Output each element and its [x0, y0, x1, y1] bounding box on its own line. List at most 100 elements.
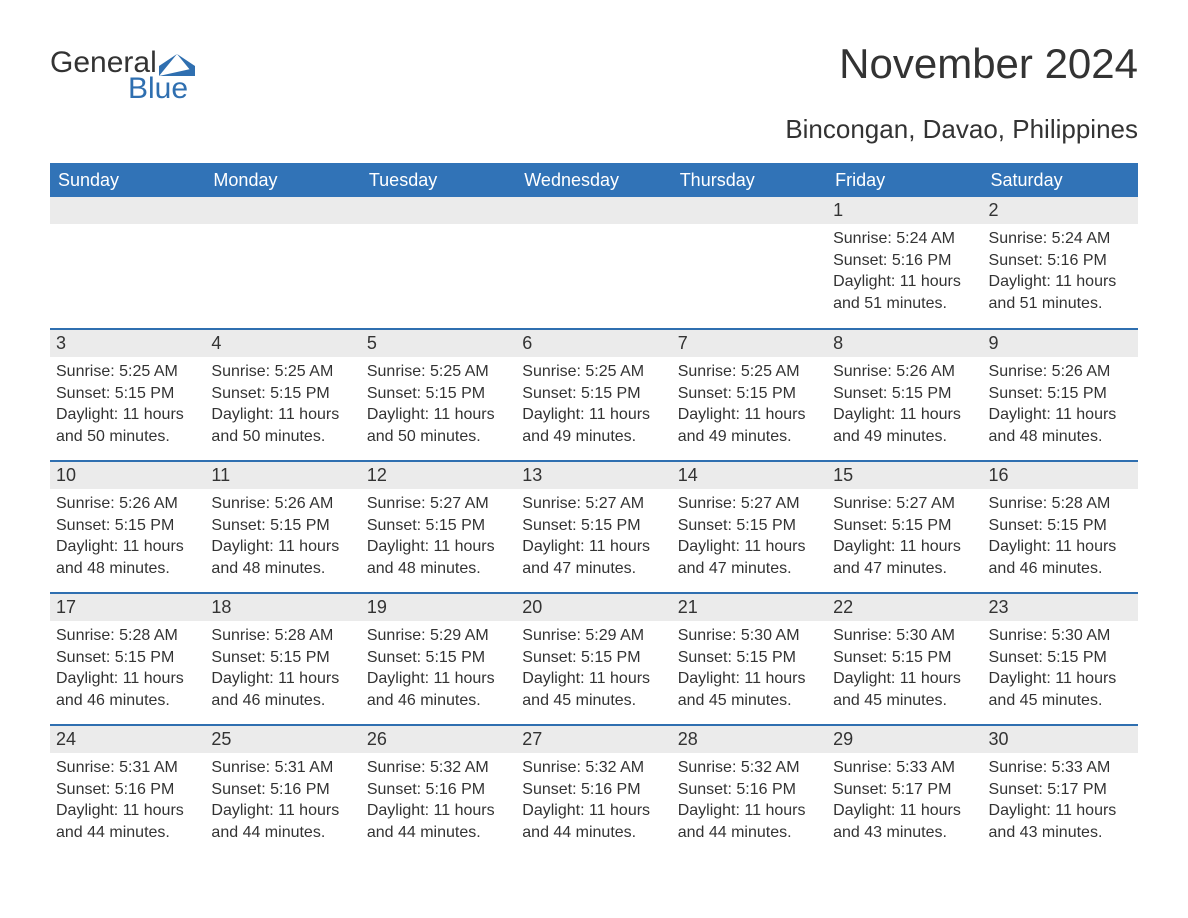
sunrise-text: Sunrise: 5:24 AM — [833, 228, 976, 250]
calendar-cell: 1Sunrise: 5:24 AMSunset: 5:16 PMDaylight… — [827, 197, 982, 329]
day-details: Sunrise: 5:30 AMSunset: 5:15 PMDaylight:… — [827, 621, 982, 715]
daylight-text: Daylight: 11 hours and 48 minutes. — [989, 404, 1132, 447]
sunrise-text: Sunrise: 5:25 AM — [56, 361, 199, 383]
day-number: 14 — [672, 462, 827, 489]
day-details: Sunrise: 5:32 AMSunset: 5:16 PMDaylight:… — [672, 753, 827, 847]
day-number-empty — [50, 197, 205, 224]
day-details: Sunrise: 5:32 AMSunset: 5:16 PMDaylight:… — [516, 753, 671, 847]
calendar-cell: 25Sunrise: 5:31 AMSunset: 5:16 PMDayligh… — [205, 725, 360, 857]
sunrise-text: Sunrise: 5:33 AM — [833, 757, 976, 779]
day-number: 12 — [361, 462, 516, 489]
day-number: 21 — [672, 594, 827, 621]
day-number: 15 — [827, 462, 982, 489]
sunrise-text: Sunrise: 5:29 AM — [367, 625, 510, 647]
day-details: Sunrise: 5:31 AMSunset: 5:16 PMDaylight:… — [50, 753, 205, 847]
calendar-week-row: 1Sunrise: 5:24 AMSunset: 5:16 PMDaylight… — [50, 197, 1138, 329]
daylight-text: Daylight: 11 hours and 45 minutes. — [833, 668, 976, 711]
sunset-text: Sunset: 5:15 PM — [56, 647, 199, 669]
sunset-text: Sunset: 5:16 PM — [211, 779, 354, 801]
day-number: 17 — [50, 594, 205, 621]
calendar-cell: 22Sunrise: 5:30 AMSunset: 5:15 PMDayligh… — [827, 593, 982, 725]
sunrise-text: Sunrise: 5:26 AM — [56, 493, 199, 515]
calendar-cell: 28Sunrise: 5:32 AMSunset: 5:16 PMDayligh… — [672, 725, 827, 857]
sunset-text: Sunset: 5:15 PM — [833, 515, 976, 537]
day-details: Sunrise: 5:28 AMSunset: 5:15 PMDaylight:… — [205, 621, 360, 715]
day-details: Sunrise: 5:30 AMSunset: 5:15 PMDaylight:… — [672, 621, 827, 715]
sunrise-text: Sunrise: 5:28 AM — [989, 493, 1132, 515]
day-details: Sunrise: 5:31 AMSunset: 5:16 PMDaylight:… — [205, 753, 360, 847]
day-number: 30 — [983, 726, 1138, 753]
sunset-text: Sunset: 5:16 PM — [367, 779, 510, 801]
location-subtitle: Bincongan, Davao, Philippines — [50, 114, 1138, 145]
calendar-body: 1Sunrise: 5:24 AMSunset: 5:16 PMDaylight… — [50, 197, 1138, 857]
daylight-text: Daylight: 11 hours and 46 minutes. — [989, 536, 1132, 579]
page-title: November 2024 — [839, 40, 1138, 88]
day-number: 29 — [827, 726, 982, 753]
sunset-text: Sunset: 5:15 PM — [989, 383, 1132, 405]
sunset-text: Sunset: 5:15 PM — [522, 647, 665, 669]
day-number: 11 — [205, 462, 360, 489]
calendar-cell: 17Sunrise: 5:28 AMSunset: 5:15 PMDayligh… — [50, 593, 205, 725]
calendar-cell: 15Sunrise: 5:27 AMSunset: 5:15 PMDayligh… — [827, 461, 982, 593]
daylight-text: Daylight: 11 hours and 43 minutes. — [833, 800, 976, 843]
day-number-empty — [516, 197, 671, 224]
day-number-empty — [361, 197, 516, 224]
day-details: Sunrise: 5:24 AMSunset: 5:16 PMDaylight:… — [827, 224, 982, 318]
day-number: 22 — [827, 594, 982, 621]
day-number: 18 — [205, 594, 360, 621]
weekday-header: Thursday — [672, 164, 827, 198]
sunset-text: Sunset: 5:15 PM — [367, 515, 510, 537]
sunrise-text: Sunrise: 5:25 AM — [367, 361, 510, 383]
sunset-text: Sunset: 5:15 PM — [211, 647, 354, 669]
sunset-text: Sunset: 5:15 PM — [367, 383, 510, 405]
calendar-week-row: 24Sunrise: 5:31 AMSunset: 5:16 PMDayligh… — [50, 725, 1138, 857]
day-number: 26 — [361, 726, 516, 753]
day-details: Sunrise: 5:24 AMSunset: 5:16 PMDaylight:… — [983, 224, 1138, 318]
sunset-text: Sunset: 5:15 PM — [211, 515, 354, 537]
day-number: 4 — [205, 330, 360, 357]
sunrise-text: Sunrise: 5:26 AM — [833, 361, 976, 383]
daylight-text: Daylight: 11 hours and 44 minutes. — [56, 800, 199, 843]
day-number: 19 — [361, 594, 516, 621]
sunrise-text: Sunrise: 5:28 AM — [211, 625, 354, 647]
daylight-text: Daylight: 11 hours and 47 minutes. — [522, 536, 665, 579]
sunset-text: Sunset: 5:15 PM — [56, 383, 199, 405]
sunrise-text: Sunrise: 5:31 AM — [56, 757, 199, 779]
sunrise-text: Sunrise: 5:32 AM — [367, 757, 510, 779]
daylight-text: Daylight: 11 hours and 44 minutes. — [522, 800, 665, 843]
calendar-cell: 3Sunrise: 5:25 AMSunset: 5:15 PMDaylight… — [50, 329, 205, 461]
daylight-text: Daylight: 11 hours and 51 minutes. — [833, 271, 976, 314]
calendar-week-row: 10Sunrise: 5:26 AMSunset: 5:15 PMDayligh… — [50, 461, 1138, 593]
calendar-table: Sunday Monday Tuesday Wednesday Thursday… — [50, 163, 1138, 857]
calendar-cell: 20Sunrise: 5:29 AMSunset: 5:15 PMDayligh… — [516, 593, 671, 725]
calendar-cell: 11Sunrise: 5:26 AMSunset: 5:15 PMDayligh… — [205, 461, 360, 593]
daylight-text: Daylight: 11 hours and 47 minutes. — [678, 536, 821, 579]
sunrise-text: Sunrise: 5:33 AM — [989, 757, 1132, 779]
day-details: Sunrise: 5:27 AMSunset: 5:15 PMDaylight:… — [361, 489, 516, 583]
sunrise-text: Sunrise: 5:25 AM — [211, 361, 354, 383]
sunrise-text: Sunrise: 5:32 AM — [522, 757, 665, 779]
calendar-cell: 9Sunrise: 5:26 AMSunset: 5:15 PMDaylight… — [983, 329, 1138, 461]
weekday-header: Wednesday — [516, 164, 671, 198]
sunset-text: Sunset: 5:15 PM — [833, 647, 976, 669]
sunrise-text: Sunrise: 5:26 AM — [989, 361, 1132, 383]
calendar-cell: 10Sunrise: 5:26 AMSunset: 5:15 PMDayligh… — [50, 461, 205, 593]
calendar-cell — [516, 197, 671, 329]
calendar-cell: 6Sunrise: 5:25 AMSunset: 5:15 PMDaylight… — [516, 329, 671, 461]
sunrise-text: Sunrise: 5:30 AM — [833, 625, 976, 647]
day-number: 13 — [516, 462, 671, 489]
day-details: Sunrise: 5:25 AMSunset: 5:15 PMDaylight:… — [361, 357, 516, 451]
day-number: 23 — [983, 594, 1138, 621]
sunset-text: Sunset: 5:16 PM — [833, 250, 976, 272]
calendar-cell: 5Sunrise: 5:25 AMSunset: 5:15 PMDaylight… — [361, 329, 516, 461]
day-number-empty — [205, 197, 360, 224]
sunset-text: Sunset: 5:15 PM — [989, 647, 1132, 669]
calendar-cell: 26Sunrise: 5:32 AMSunset: 5:16 PMDayligh… — [361, 725, 516, 857]
calendar-cell: 8Sunrise: 5:26 AMSunset: 5:15 PMDaylight… — [827, 329, 982, 461]
sunrise-text: Sunrise: 5:24 AM — [989, 228, 1132, 250]
calendar-cell: 29Sunrise: 5:33 AMSunset: 5:17 PMDayligh… — [827, 725, 982, 857]
calendar-cell: 4Sunrise: 5:25 AMSunset: 5:15 PMDaylight… — [205, 329, 360, 461]
sunset-text: Sunset: 5:16 PM — [522, 779, 665, 801]
sunrise-text: Sunrise: 5:26 AM — [211, 493, 354, 515]
calendar-cell — [672, 197, 827, 329]
